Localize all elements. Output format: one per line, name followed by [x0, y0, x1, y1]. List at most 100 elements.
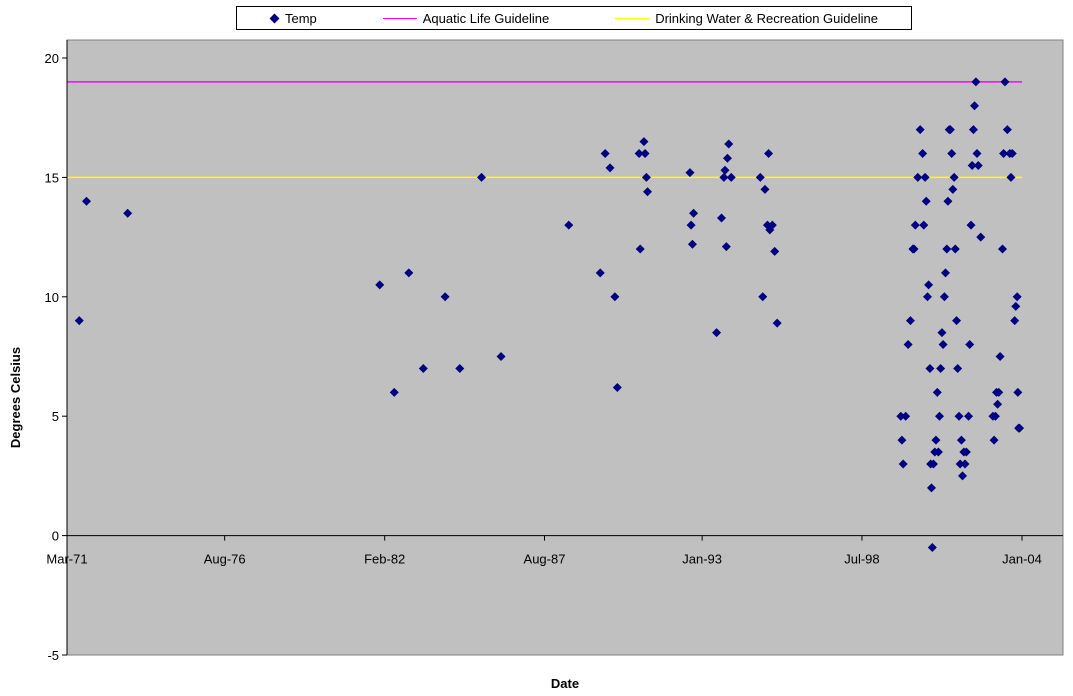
data-point	[940, 268, 950, 278]
data-point	[712, 328, 722, 338]
data-point	[643, 187, 653, 197]
guideline-lines	[67, 81, 1022, 179]
data-point	[994, 387, 1004, 397]
data-point	[721, 242, 731, 252]
legend-item-temp: Temp	[269, 10, 317, 26]
x-tick-label: Jul-98	[844, 552, 879, 567]
data-point	[921, 196, 931, 206]
data-point	[958, 471, 968, 481]
data-point	[993, 399, 1003, 409]
data-point	[898, 459, 908, 469]
data-point	[720, 165, 730, 175]
legend: Temp Aquatic Life Guideline Drinking Wat…	[236, 6, 912, 30]
data-point	[953, 363, 963, 373]
legend-diamond-marker	[269, 13, 280, 23]
data-point	[82, 196, 92, 206]
data-point	[418, 363, 428, 373]
data-point	[943, 196, 953, 206]
data-point	[926, 483, 936, 493]
x-tick-label: Jan-04	[1002, 552, 1042, 567]
x-tick-label: Jan-93	[682, 552, 722, 567]
data-point	[935, 411, 945, 421]
data-point	[477, 172, 487, 182]
data-point	[972, 149, 982, 159]
data-point	[937, 328, 947, 338]
y-tick-label: -5	[47, 648, 59, 663]
data-point	[758, 292, 768, 302]
data-point	[999, 149, 1009, 159]
data-point	[1006, 172, 1016, 182]
data-point	[1007, 149, 1017, 159]
x-tick-label: Mar-71	[46, 552, 87, 567]
data-point	[924, 280, 934, 290]
data-point	[989, 435, 999, 445]
data-point	[965, 340, 975, 350]
data-point	[947, 149, 957, 159]
data-point	[634, 149, 644, 159]
data-point	[952, 316, 962, 326]
data-point	[1013, 387, 1023, 397]
axes: -5 0 5 10 15 20 Mar-71 Aug-76 Feb-82 Aug-87 Jan-93…	[45, 40, 1063, 663]
data-point	[600, 149, 610, 159]
data-point	[928, 459, 938, 469]
data-point	[927, 543, 937, 553]
data-point	[74, 316, 84, 326]
data-point	[641, 172, 651, 182]
plot-area	[66, 39, 1064, 656]
data-point	[990, 411, 1000, 421]
legend-item-aquatic: Aquatic Life Guideline	[382, 10, 550, 26]
data-point	[931, 435, 941, 445]
data-point	[910, 220, 920, 230]
data-point	[764, 149, 774, 159]
data-point	[945, 125, 955, 135]
data-point	[966, 220, 976, 230]
y-tick-label: 5	[52, 409, 59, 424]
y-tick-label: 20	[45, 51, 59, 66]
data-point	[919, 220, 929, 230]
data-point	[960, 459, 970, 469]
data-point	[689, 208, 699, 218]
y-tick-label: 0	[52, 529, 59, 544]
data-point	[956, 435, 966, 445]
data-point	[967, 160, 977, 170]
legend-label-aquatic: Aquatic Life Guideline	[422, 10, 550, 26]
data-points	[74, 77, 1025, 553]
data-point	[389, 387, 399, 397]
data-point	[942, 244, 952, 254]
data-point	[772, 318, 782, 328]
data-point	[605, 163, 615, 173]
data-point	[939, 292, 949, 302]
data-point	[954, 411, 964, 421]
data-point	[685, 168, 695, 178]
legend-label-temp: Temp	[284, 10, 317, 26]
data-point	[973, 160, 983, 170]
data-point	[455, 363, 465, 373]
data-point	[686, 220, 696, 230]
data-point	[936, 363, 946, 373]
data-point	[724, 139, 734, 149]
data-point	[770, 246, 780, 256]
legend-line-aquatic	[382, 17, 417, 19]
data-point	[950, 244, 960, 254]
data-point	[595, 268, 605, 278]
data-point	[760, 184, 770, 194]
x-tick-label: Feb-82	[364, 552, 405, 567]
data-point	[640, 149, 650, 159]
data-point	[1000, 77, 1010, 87]
data-point	[896, 411, 906, 421]
data-point	[964, 411, 974, 421]
x-axis-title: Date	[551, 676, 579, 691]
data-point	[976, 232, 986, 242]
data-point	[612, 383, 622, 393]
data-point	[970, 101, 980, 111]
data-point	[123, 208, 133, 218]
data-point	[639, 137, 649, 147]
data-point	[938, 340, 948, 350]
data-point	[635, 244, 645, 254]
legend-label-drinking: Drinking Water & Recreation Guideline	[655, 10, 878, 26]
data-point	[971, 77, 981, 87]
data-point	[901, 411, 911, 421]
data-point	[717, 213, 727, 223]
data-point	[440, 292, 450, 302]
